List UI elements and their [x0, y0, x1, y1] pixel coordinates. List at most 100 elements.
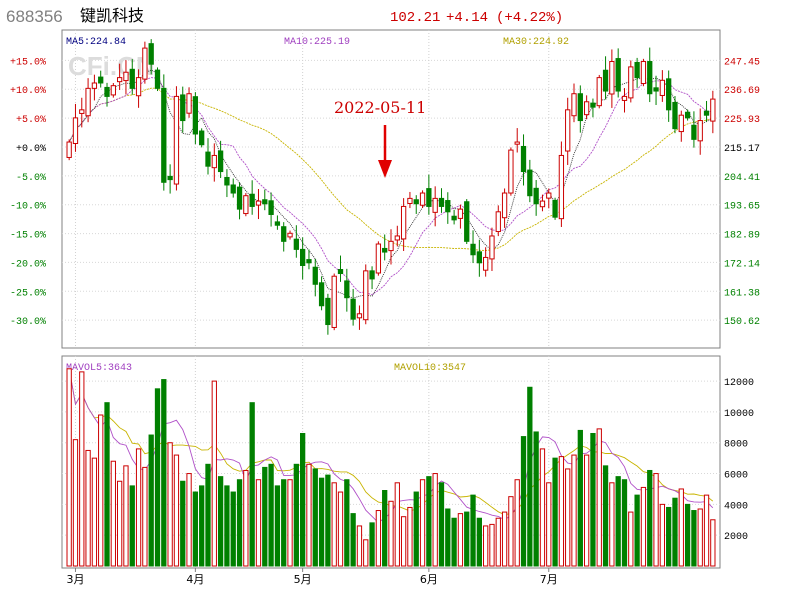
watermark: CFi.CN	[68, 51, 155, 81]
candle-body	[192, 96, 199, 135]
candle-body	[337, 269, 344, 275]
price-panel-frame	[61, 29, 721, 349]
volume-bar	[375, 510, 382, 567]
candle-body	[470, 243, 476, 256]
candle-body	[243, 195, 249, 215]
price-tick-label: 225.93	[724, 115, 760, 126]
candle-body	[116, 77, 123, 83]
volume-bar	[268, 463, 274, 567]
candle-body	[173, 95, 180, 185]
candle-body	[356, 313, 363, 319]
volume-bar	[672, 497, 678, 567]
candle-body	[684, 111, 691, 119]
candle-body	[148, 43, 154, 65]
candle-body	[79, 109, 85, 114]
volume-bar	[318, 477, 325, 567]
candle-body	[571, 93, 577, 117]
candle-body	[457, 208, 464, 219]
candle-body	[659, 79, 666, 96]
price-tick-label: 161.38	[724, 288, 760, 299]
volume-bar	[451, 517, 457, 567]
volume-bar	[546, 482, 552, 567]
volume-bar	[104, 402, 110, 567]
volume-bar	[710, 519, 716, 567]
annotation-date: 2022-05-11	[334, 98, 426, 117]
candle-body	[647, 61, 653, 95]
volume-bar	[571, 454, 577, 567]
volume-bar	[300, 432, 306, 567]
candle-body	[331, 275, 337, 328]
candle-body	[602, 69, 609, 92]
volume-bar	[205, 463, 211, 567]
volume-bar	[148, 434, 154, 567]
candle-body	[445, 200, 451, 213]
volume-bar	[621, 479, 628, 567]
volume-bar	[413, 491, 419, 567]
candle-body	[129, 68, 135, 89]
percent-tick-label: +15.0%	[10, 57, 46, 68]
candle-body	[300, 248, 306, 266]
candle-body	[621, 95, 628, 101]
volume-bar	[123, 465, 129, 567]
volume-bar	[394, 482, 400, 567]
price-tick-label: 204.41	[724, 173, 760, 184]
candle-body	[426, 188, 432, 207]
volume-bar	[476, 517, 482, 567]
volume-bar	[79, 371, 85, 567]
candle-body	[388, 240, 394, 252]
candle-body	[91, 82, 98, 89]
price-tick-label: 172.14	[724, 259, 760, 270]
candlesticks	[66, 39, 716, 335]
month-tick-label: 3月	[66, 573, 84, 586]
volume-bar	[520, 436, 527, 567]
candle-body	[85, 87, 91, 117]
volume-bar	[634, 494, 640, 567]
volume-bar	[350, 513, 356, 567]
candle-body	[438, 197, 445, 207]
candle-body	[413, 199, 419, 205]
percent-tick-label: -5.0%	[16, 173, 46, 184]
volume-bar	[224, 485, 230, 567]
volume-bar	[590, 432, 596, 567]
annotation-arrow-head	[378, 160, 392, 178]
candle-body	[306, 259, 312, 264]
candle-body	[180, 94, 186, 122]
price-tick-label: 150.62	[724, 317, 760, 328]
volume-bar	[262, 466, 268, 567]
volume-bar	[236, 479, 243, 567]
percent-tick-label: +10.0%	[10, 86, 46, 97]
candle-body	[672, 101, 678, 130]
volume-bar	[293, 463, 299, 567]
candle-body	[236, 186, 243, 210]
volume-bar	[192, 491, 199, 567]
candle-body	[609, 61, 615, 95]
candle-body	[546, 192, 552, 199]
candle-body	[666, 78, 672, 111]
candle-body	[508, 149, 514, 194]
candle-body	[489, 235, 495, 260]
candle-body	[287, 232, 293, 238]
candle-body	[363, 270, 369, 321]
volume-bar	[464, 511, 470, 567]
volume-bar	[426, 476, 432, 567]
candle-body	[217, 150, 224, 173]
last-price: 102.21	[390, 10, 440, 26]
volume-bar	[116, 480, 123, 567]
mavol10-label: MAVOL10:3547	[394, 363, 466, 374]
volume-tick-label: 4000	[724, 501, 748, 512]
candle-body	[249, 193, 255, 207]
candle-body	[697, 120, 703, 142]
price-tick-label: 247.45	[724, 57, 760, 68]
volume-bar	[703, 494, 710, 567]
volume-bar	[167, 442, 173, 567]
volume-bar	[470, 494, 476, 567]
volume-bar	[85, 449, 91, 567]
volume-bar	[142, 466, 148, 567]
ma10-label: MA10:225.19	[284, 37, 350, 48]
candle-body	[678, 114, 684, 133]
volume-bar	[565, 468, 571, 567]
percent-tick-label: -10.0%	[10, 202, 46, 213]
volume-bar	[249, 402, 255, 567]
volume-bar	[186, 473, 192, 567]
volume-bar	[400, 516, 407, 567]
